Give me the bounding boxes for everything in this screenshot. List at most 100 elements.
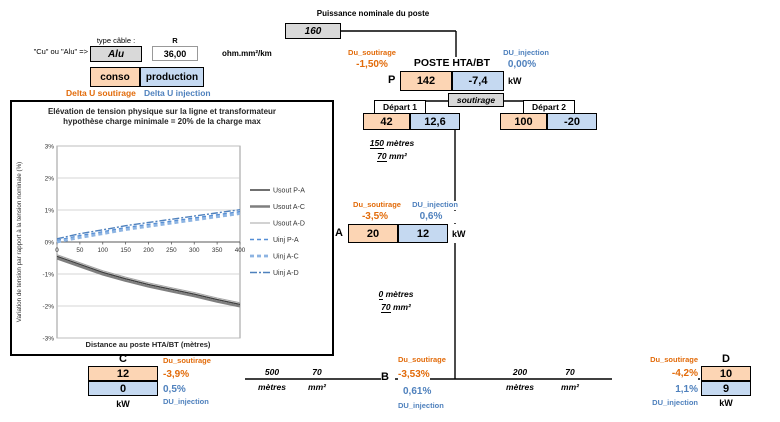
segment-d1-a-section-unit: mm² — [388, 151, 407, 161]
chart-x-tick-label: 100 — [97, 247, 108, 254]
node-d-du-soutirage-value: -4,2% — [612, 368, 698, 380]
segment-b-d-length-value[interactable]: 200 — [500, 367, 540, 378]
chart-svg: Elévation de tension physique sur la lig… — [16, 107, 305, 349]
segment-c-b-length-unit: mètres — [252, 382, 292, 393]
node-a-du-injection-value: 0,6% — [406, 211, 456, 223]
conso-key-box: conso — [90, 67, 140, 87]
chart-series-uinj-a-c — [56, 212, 241, 244]
node-b-du-injection-label: DU_injection — [398, 401, 444, 411]
poste-du-soutirage-label: Du_soutirage — [348, 48, 396, 57]
poste-du-soutirage-value: -1,50% — [356, 59, 388, 70]
node-d-conso-cell[interactable]: 10 — [701, 366, 751, 381]
chart-series-uinj-a-d — [56, 208, 241, 240]
chart-title: Elévation de tension physique sur la lig… — [48, 107, 276, 116]
chart-y-tick-label: 2% — [45, 175, 55, 182]
node-d-du-soutirage-label: Du_soutirage — [612, 355, 698, 365]
depart-2-conso-cell[interactable]: 100 — [500, 113, 547, 130]
chart-series-usout-a-d — [56, 254, 241, 304]
node-a-du-injection-label: DU_injection — [406, 200, 464, 210]
poste-production-cell[interactable]: -7,4 — [452, 71, 504, 91]
cable-type-label: type câble : — [96, 36, 136, 45]
segment-c-b-length-value[interactable]: 500 — [252, 367, 292, 378]
segment-b-d-length-unit: mètres — [500, 382, 540, 393]
segment-a-b-section-value[interactable]: 70 — [381, 302, 391, 313]
depart-2-production-cell[interactable]: -20 — [547, 113, 597, 130]
poste-du-injection-label: DU_injection — [503, 48, 549, 57]
chart-x-tick-label: 300 — [189, 247, 200, 254]
node-b-du-soutirage-value: -3,53% — [398, 369, 430, 381]
chart-y-tick-label: -2% — [42, 303, 54, 310]
node-c-production-cell[interactable]: 0 — [88, 381, 158, 396]
node-a-du-soutirage-label: Du_soutirage — [353, 200, 401, 209]
poste-kw-unit: kW — [508, 76, 522, 86]
segment-a-b-section-unit: mm² — [392, 302, 411, 312]
node-d-du-injection-value: 1,1% — [612, 384, 698, 396]
node-a-letter: A — [335, 227, 343, 239]
segment-b-d-section-unit: mm² — [552, 382, 588, 393]
segment-d1-a-section: 70 mm² — [360, 151, 424, 162]
transformer-power-input[interactable]: 160 — [285, 23, 341, 39]
cable-type-input[interactable]: Alu — [90, 46, 142, 62]
segment-c-b-section-value[interactable]: 70 — [300, 367, 334, 378]
segment-c-b-section-unit: mm² — [300, 382, 334, 393]
chart-y-axis-title: Variation de tension par rapport à la te… — [16, 162, 23, 323]
node-a-du-soutirage-value: -3,5% — [361, 211, 389, 222]
node-b-du-injection-value: 0,61% — [403, 386, 432, 398]
chart-subtitle: hypothèse charge minimale = 20% de la ch… — [63, 117, 261, 126]
node-c-conso-cell[interactable]: 12 — [88, 366, 158, 381]
node-a-conso-cell[interactable]: 20 — [348, 224, 398, 243]
chart-x-tick-label: 350 — [212, 247, 223, 254]
delta-u-soutirage-key: Delta U soutirage — [66, 88, 136, 98]
segment-d1-a-length-unit: mètres — [386, 138, 415, 148]
node-c-kw-unit: kW — [116, 399, 130, 409]
resistivity-unit: ohm.mm²/km — [222, 49, 272, 58]
node-c-du-injection-value: 0,5% — [163, 384, 186, 396]
segment-a-b-length-value[interactable]: 0 — [378, 289, 384, 300]
node-c-du-soutirage-label: Du_soutirage — [163, 356, 211, 366]
chart-y-tick-label: 3% — [45, 143, 55, 150]
segment-d1-a-length-value[interactable]: 150 — [369, 138, 384, 149]
node-a-production-cell[interactable]: 12 — [398, 224, 448, 243]
segment-a-b-section: 70 mm² — [366, 302, 426, 313]
chart-legend-label: Uinj A-C — [273, 254, 299, 261]
chart-legend-label: Uinj A-D — [273, 270, 299, 277]
poste-du-injection-value: 0,00% — [507, 59, 537, 70]
poste-conso-cell[interactable]: 142 — [400, 71, 452, 91]
chart-legend-label: Usout A-D — [273, 221, 305, 228]
node-b-du-soutirage-label: Du_soutirage — [398, 355, 446, 365]
segment-d1-a-section-value[interactable]: 70 — [377, 151, 387, 162]
chart-x-tick-label: 0 — [55, 247, 59, 254]
node-d-production-cell[interactable]: 9 — [701, 381, 751, 396]
segment-a-b-length-unit: mètres — [385, 289, 414, 299]
chart-legend-label: Usout P-A — [273, 188, 305, 195]
node-d-kw-unit: kW — [719, 398, 733, 408]
depart-1-production-cell[interactable]: 12,6 — [410, 113, 460, 130]
resistivity-input[interactable]: 36,00 — [152, 46, 198, 61]
chart-series-usout-a-c — [56, 257, 241, 308]
depart-2-label: Départ 2 — [523, 100, 575, 114]
chart-y-tick-label: 1% — [45, 207, 55, 214]
chart-series-usout-p-a — [56, 255, 241, 306]
delta-u-injection-key: Delta U injection — [144, 88, 211, 98]
chart-x-tick-label: 400 — [235, 247, 246, 254]
chart-x-tick-label: 200 — [143, 247, 154, 254]
chart-legend-label: Usout A-C — [273, 204, 305, 211]
production-key-box: production — [140, 67, 204, 87]
chart-y-tick-label: -3% — [42, 335, 54, 342]
chart-x-axis-title: Distance au poste HTA/BT (mètres) — [86, 340, 211, 349]
resistivity-label: R — [172, 36, 178, 45]
node-c-du-injection-label: DU_injection — [163, 397, 209, 407]
node-d-letter: D — [722, 353, 730, 365]
poste-title: POSTE HTA/BT — [413, 57, 491, 69]
cable-type-prompt: "Cu" ou "Alu" => — [33, 47, 88, 56]
depart-1-conso-cell[interactable]: 42 — [363, 113, 410, 130]
node-d-du-injection-label: DU_injection — [612, 398, 698, 408]
chart-x-tick-label: 50 — [76, 247, 84, 254]
node-c-letter: C — [119, 353, 127, 365]
segment-a-b-length: 0 mètres — [366, 289, 426, 300]
chart-x-tick-label: 150 — [120, 247, 131, 254]
poste-mode-badge: soutirage — [448, 93, 504, 107]
segment-b-d-section-value[interactable]: 70 — [552, 367, 588, 378]
transformer-power-label: Puissance nominale du poste — [316, 9, 430, 18]
